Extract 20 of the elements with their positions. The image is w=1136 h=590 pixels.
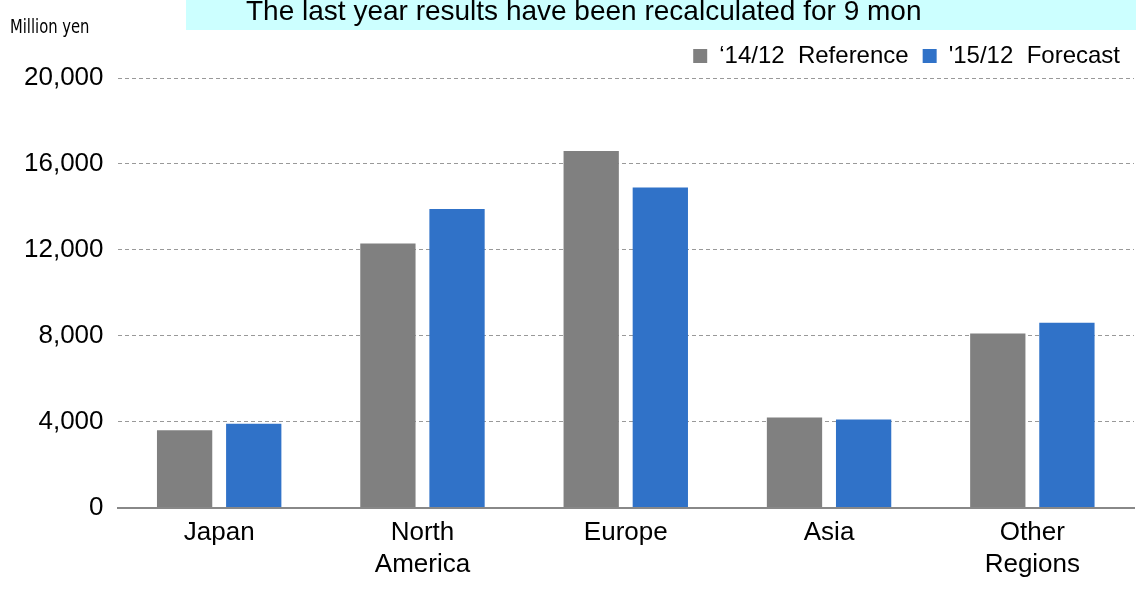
bar xyxy=(632,187,688,508)
bar xyxy=(226,423,282,508)
y-tick-label: 16,000 xyxy=(23,147,104,178)
y-tick-label: 20,000 xyxy=(23,61,104,92)
y-tick-label: 4,000 xyxy=(38,404,104,435)
x-tick-label: North America xyxy=(374,516,471,578)
legend-label: ‘14/12 Reference xyxy=(719,40,909,68)
x-tick-label: Japan xyxy=(183,516,255,547)
x-tick-label: Asia xyxy=(803,516,855,547)
bar xyxy=(1039,322,1095,508)
y-tick-label: 12,000 xyxy=(23,233,104,264)
y-tick-label: 8,000 xyxy=(38,318,104,349)
legend-label: '15/12 Forecast xyxy=(948,40,1121,68)
y-axis-title: Million yen xyxy=(10,14,90,38)
x-tick-label: Other Regions xyxy=(984,516,1081,578)
bar xyxy=(429,209,485,508)
y-tick-label: 0 xyxy=(89,490,104,521)
bar xyxy=(835,419,892,508)
chart-title: The last year results have been recalculated for 9 mon xyxy=(186,0,1136,30)
x-tick-label: Europe xyxy=(583,516,668,547)
